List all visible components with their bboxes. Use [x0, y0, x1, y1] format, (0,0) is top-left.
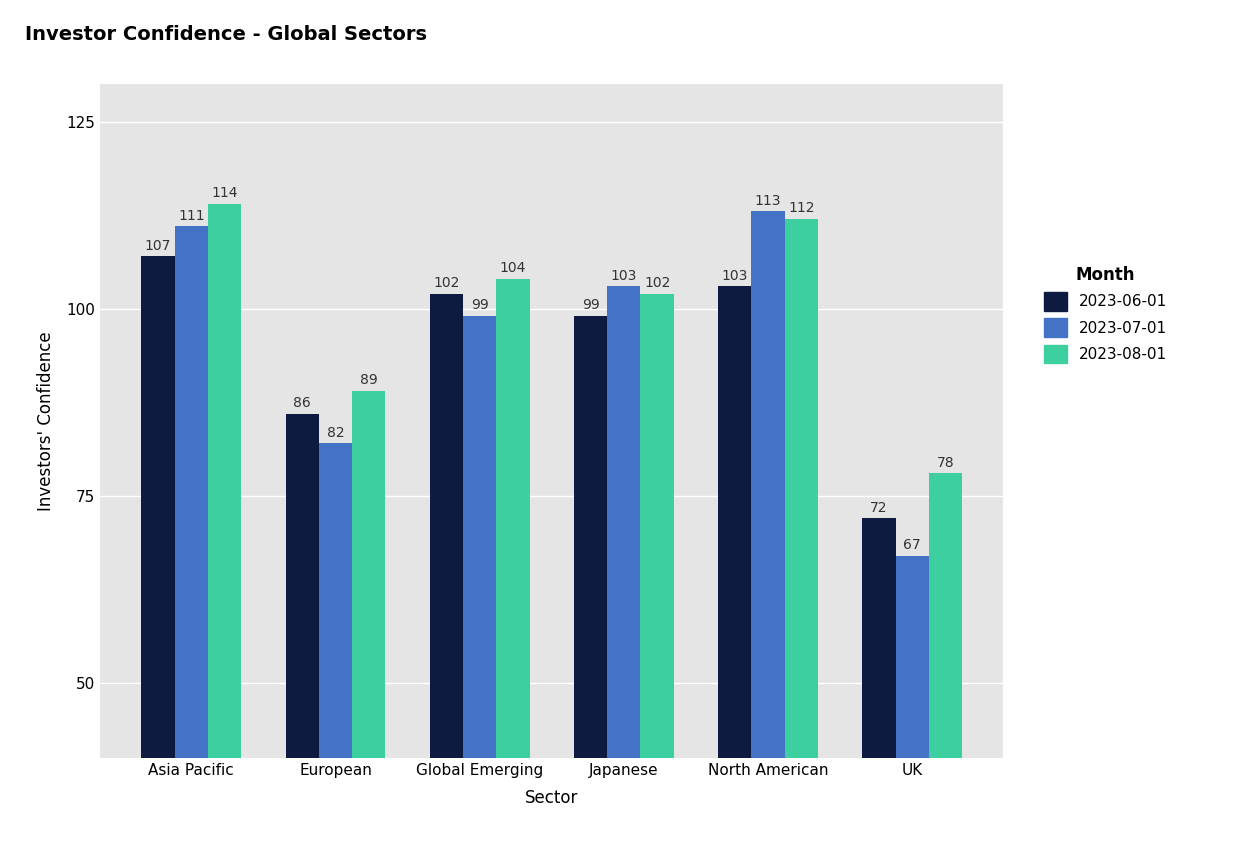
Text: 114: 114 [212, 186, 238, 200]
Text: 102: 102 [645, 276, 671, 290]
Text: 102: 102 [433, 276, 459, 290]
Text: 78: 78 [937, 456, 954, 470]
Text: 107: 107 [144, 238, 172, 253]
Text: 72: 72 [870, 500, 888, 514]
Bar [142, 256, 174, 842]
Text: 99: 99 [582, 298, 599, 312]
Bar [463, 317, 497, 842]
Bar [751, 211, 785, 842]
Bar [929, 473, 962, 842]
Bar [430, 294, 463, 842]
Bar [497, 279, 529, 842]
Text: 89: 89 [360, 373, 377, 387]
Legend: 2023-06-01, 2023-07-01, 2023-08-01: 2023-06-01, 2023-07-01, 2023-08-01 [1038, 260, 1174, 370]
Text: 113: 113 [755, 194, 781, 208]
Bar [895, 556, 929, 842]
Bar [607, 286, 641, 842]
Text: 103: 103 [611, 269, 637, 283]
Text: 112: 112 [788, 201, 815, 216]
Bar [719, 286, 751, 842]
Bar [574, 317, 607, 842]
Y-axis label: Investors' Confidence: Investors' Confidence [38, 331, 55, 511]
Bar [174, 226, 208, 842]
Bar [319, 444, 352, 842]
Text: Investor Confidence - Global Sectors: Investor Confidence - Global Sectors [25, 25, 428, 45]
Bar [352, 391, 385, 842]
X-axis label: Sector: Sector [525, 789, 578, 807]
Bar [286, 413, 319, 842]
Text: 99: 99 [470, 298, 489, 312]
Text: 103: 103 [721, 269, 747, 283]
Bar [641, 294, 673, 842]
Text: 82: 82 [326, 426, 345, 440]
Bar [208, 204, 241, 842]
Text: 67: 67 [903, 538, 920, 552]
Bar [863, 519, 895, 842]
Bar [785, 219, 818, 842]
Text: 104: 104 [500, 261, 527, 275]
Text: 111: 111 [178, 209, 204, 222]
Text: 86: 86 [293, 396, 311, 410]
